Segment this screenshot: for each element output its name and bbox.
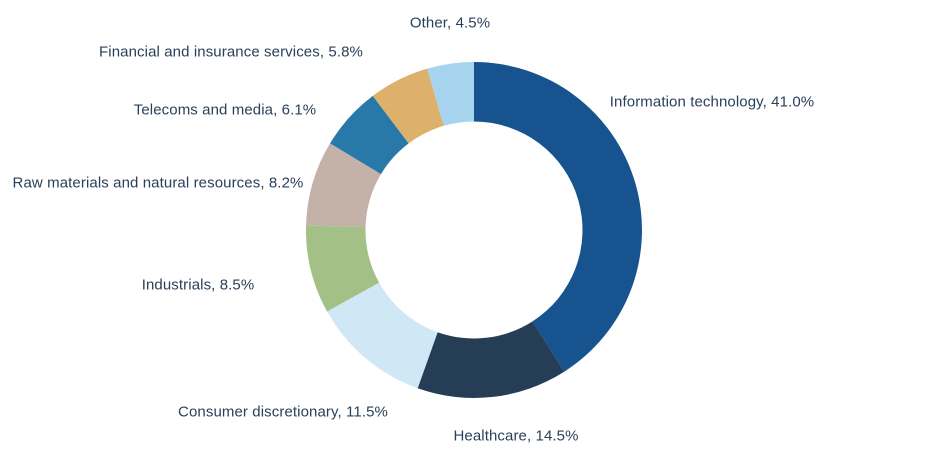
pie-slice-other [427, 62, 474, 126]
pie-slice-consumer-discretionary [327, 282, 438, 389]
pie-slice-financial-and-insurance-services [372, 68, 444, 144]
slice-label-raw-materials-and-natural-resources: Raw materials and natural resources, 8.2… [12, 174, 304, 192]
pie-slice-information-technology [474, 62, 642, 372]
slice-label-telecoms-and-media: Telecoms and media, 6.1% [133, 101, 317, 119]
slice-label-consumer-discretionary: Consumer discretionary, 11.5% [178, 403, 388, 421]
pie-slice-raw-materials-and-natural-resources [306, 143, 382, 228]
pie-slice-healthcare [417, 321, 565, 399]
slice-label-financial-and-insurance-services: Financial and insurance services, 5.8% [99, 43, 363, 61]
slice-label-industrials: Industrials, 8.5% [141, 276, 255, 294]
slice-label-other: Other, 4.5% [409, 14, 491, 32]
slice-label-healthcare: Healthcare, 14.5% [453, 427, 579, 445]
slice-label-information-technology: Information technology, 41.0% [609, 93, 815, 111]
pie-slice-industrials [306, 225, 380, 312]
pie-slice-telecoms-and-media [330, 95, 409, 175]
